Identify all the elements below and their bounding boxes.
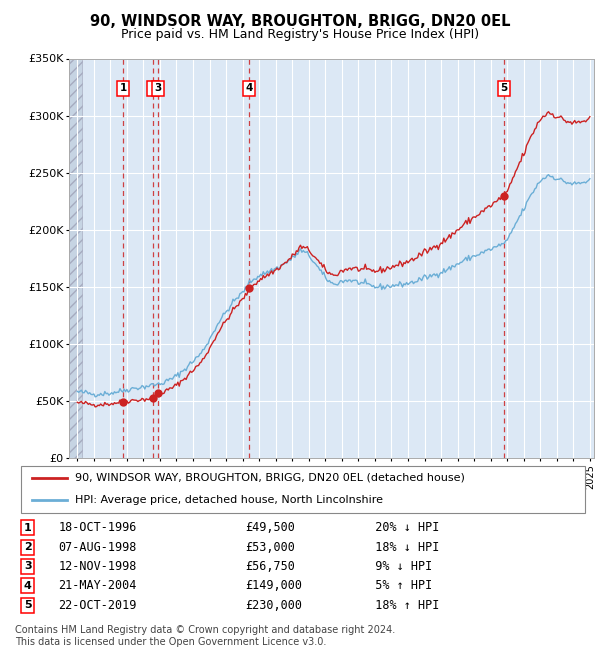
Text: 21-MAY-2004: 21-MAY-2004 bbox=[58, 579, 137, 592]
Text: 9% ↓ HPI: 9% ↓ HPI bbox=[361, 560, 432, 573]
Text: 2: 2 bbox=[24, 542, 32, 552]
Text: 18% ↑ HPI: 18% ↑ HPI bbox=[361, 599, 439, 612]
Bar bbox=[69, 58, 82, 458]
Text: 5% ↑ HPI: 5% ↑ HPI bbox=[361, 579, 432, 592]
Text: 18% ↓ HPI: 18% ↓ HPI bbox=[361, 541, 439, 554]
Text: Price paid vs. HM Land Registry's House Price Index (HPI): Price paid vs. HM Land Registry's House … bbox=[121, 28, 479, 41]
Text: 4: 4 bbox=[245, 83, 253, 94]
Text: 1: 1 bbox=[120, 83, 127, 94]
Text: HPI: Average price, detached house, North Lincolnshire: HPI: Average price, detached house, Nort… bbox=[76, 495, 383, 505]
Text: 3: 3 bbox=[24, 562, 31, 571]
Text: 1: 1 bbox=[24, 523, 32, 533]
Text: 22-OCT-2019: 22-OCT-2019 bbox=[58, 599, 137, 612]
Text: 5: 5 bbox=[24, 600, 31, 610]
Text: Contains HM Land Registry data © Crown copyright and database right 2024.
This d: Contains HM Land Registry data © Crown c… bbox=[15, 625, 395, 647]
Text: £49,500: £49,500 bbox=[245, 521, 295, 534]
Text: 90, WINDSOR WAY, BROUGHTON, BRIGG, DN20 0EL (detached house): 90, WINDSOR WAY, BROUGHTON, BRIGG, DN20 … bbox=[76, 473, 466, 483]
Text: £230,000: £230,000 bbox=[245, 599, 302, 612]
Text: 3: 3 bbox=[154, 83, 161, 94]
Text: £56,750: £56,750 bbox=[245, 560, 295, 573]
Text: 2: 2 bbox=[150, 83, 157, 94]
Text: 90, WINDSOR WAY, BROUGHTON, BRIGG, DN20 0EL: 90, WINDSOR WAY, BROUGHTON, BRIGG, DN20 … bbox=[90, 14, 510, 29]
Text: 18-OCT-1996: 18-OCT-1996 bbox=[58, 521, 137, 534]
Text: £149,000: £149,000 bbox=[245, 579, 302, 592]
Text: 4: 4 bbox=[24, 581, 32, 591]
Text: 5: 5 bbox=[500, 83, 508, 94]
Text: 07-AUG-1998: 07-AUG-1998 bbox=[58, 541, 137, 554]
Text: £53,000: £53,000 bbox=[245, 541, 295, 554]
Text: 12-NOV-1998: 12-NOV-1998 bbox=[58, 560, 137, 573]
FancyBboxPatch shape bbox=[21, 465, 585, 512]
Text: 20% ↓ HPI: 20% ↓ HPI bbox=[361, 521, 439, 534]
